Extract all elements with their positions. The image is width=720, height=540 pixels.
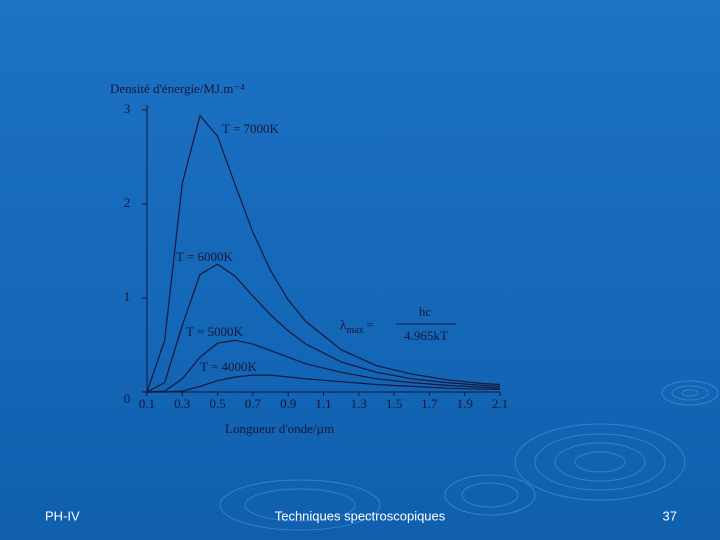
- y-tick-label: 3: [124, 101, 131, 116]
- formula-symbol: λ: [340, 317, 347, 332]
- x-tick-label: 0.1: [139, 396, 155, 411]
- footer-right: 37: [663, 508, 677, 523]
- x-tick-label: 2.1: [492, 396, 508, 411]
- y-tick-label: 2: [124, 195, 131, 210]
- x-tick-label: 0.3: [174, 396, 190, 411]
- series-line: [146, 339, 501, 393]
- ripples: [219, 380, 719, 531]
- x-tick-label: 1.5: [386, 396, 402, 411]
- y-tick-label: 1: [124, 289, 131, 304]
- formula-lhs: λmax =: [340, 317, 374, 336]
- formula-subscript: max: [346, 325, 363, 336]
- x-tick-label: 1.9: [457, 396, 473, 411]
- series-line: [146, 263, 501, 393]
- x-tick-label: 0.5: [209, 396, 225, 411]
- formula-numerator: hc: [419, 304, 432, 319]
- series-line: [147, 374, 500, 393]
- y-tick-label: 0: [124, 391, 131, 406]
- x-axis-label: Longueur d'onde/µm: [225, 421, 334, 436]
- series-label: T = 4000K: [200, 359, 258, 374]
- formula-equals: =: [367, 317, 374, 332]
- x-tick-label: 1.1: [315, 396, 331, 411]
- series-label: T = 7000K: [222, 121, 280, 136]
- series-line: [146, 114, 501, 393]
- x-tick-label: 1.3: [351, 396, 367, 411]
- y-axis-label: Densité d'énergie/MJ.m⁻⁴: [110, 81, 245, 96]
- formula-denominator: 4.965kT: [404, 328, 448, 343]
- x-tick-label: 1.7: [421, 396, 438, 411]
- x-tick-label: 0.9: [280, 396, 296, 411]
- footer-left: PH-IV: [45, 508, 80, 523]
- series-label: T = 6000K: [176, 249, 234, 264]
- footer-center: Techniques spectroscopiques: [275, 508, 446, 523]
- x-tick-label: 0.7: [245, 396, 262, 411]
- series-label: T = 5000K: [186, 324, 244, 339]
